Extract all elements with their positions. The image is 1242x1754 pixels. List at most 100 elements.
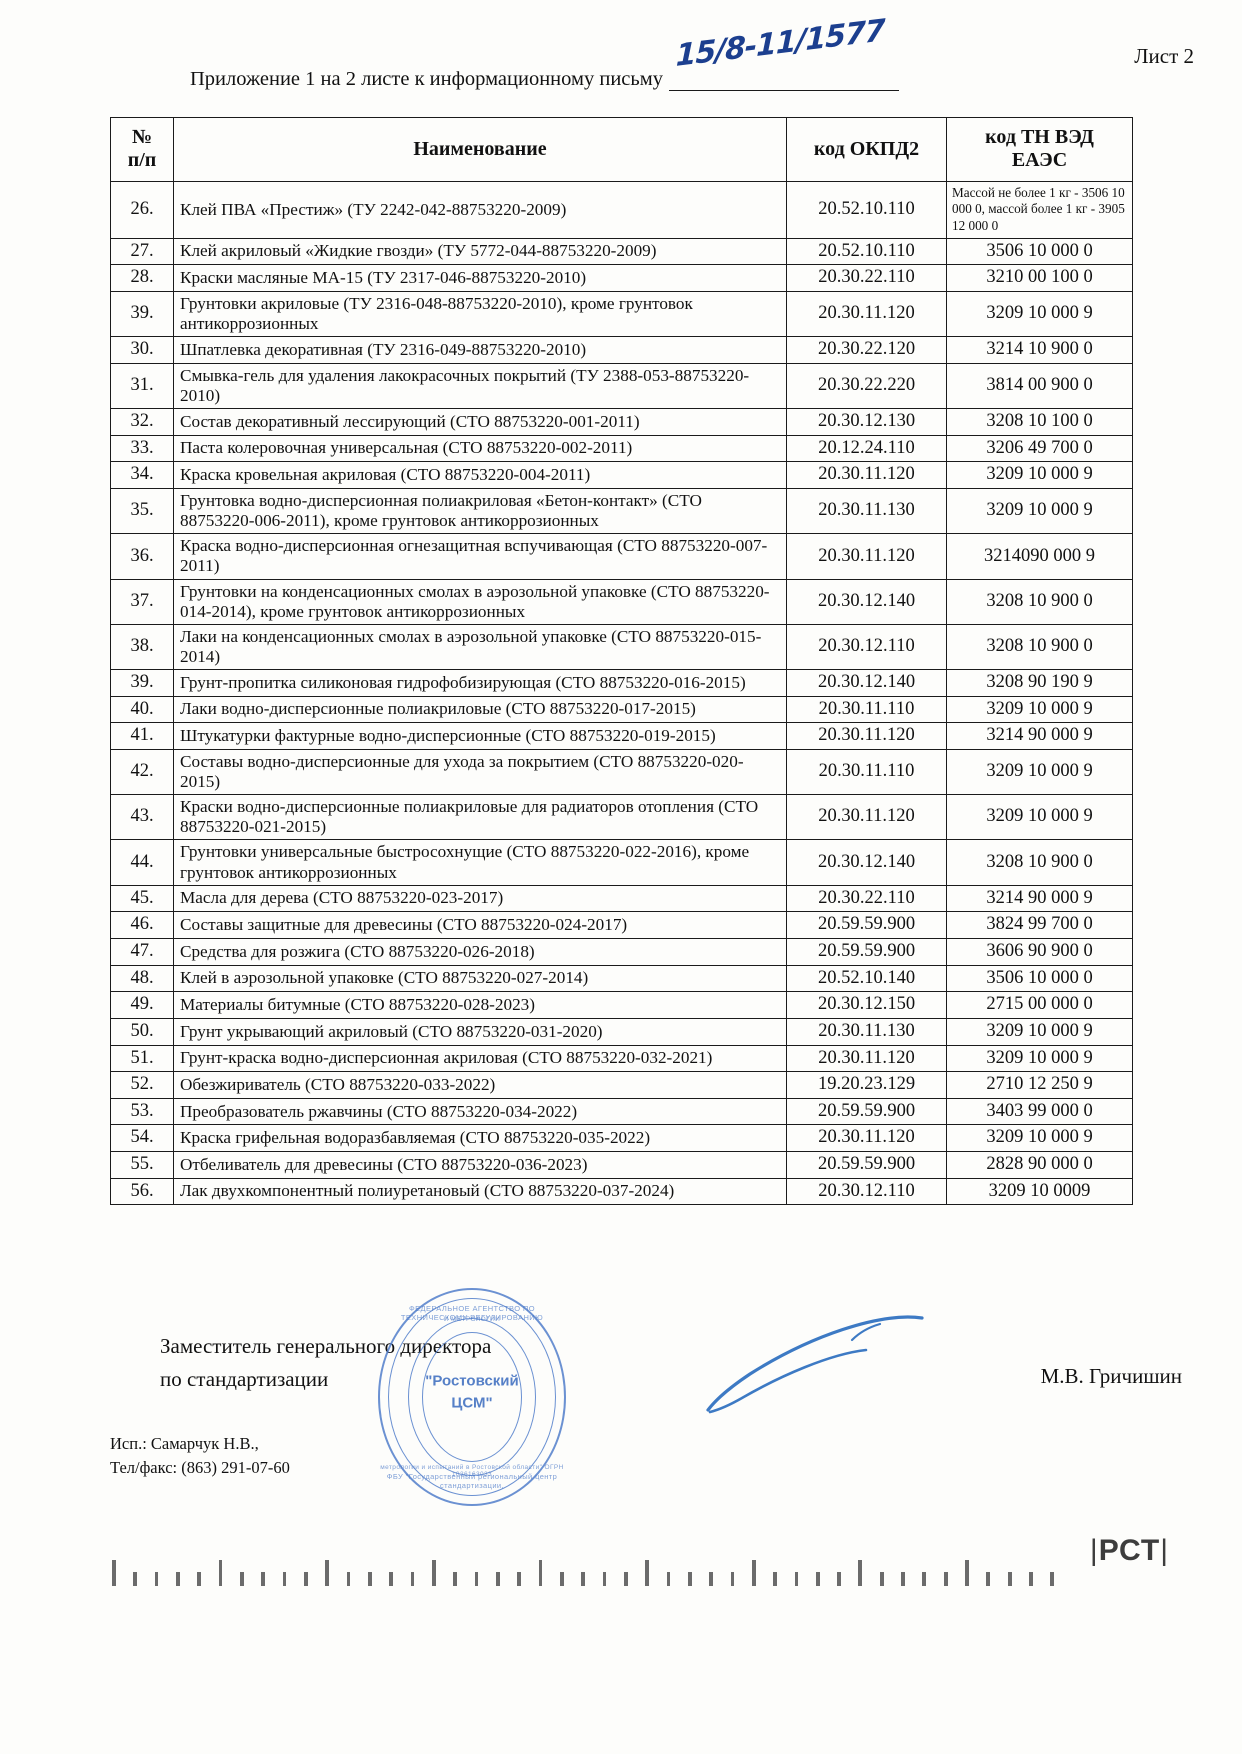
table-row: 43. Краски водно-дисперсионные полиакрило…: [110, 794, 1133, 841]
cell-number: 37.: [110, 578, 174, 625]
cell-tnved-code: 3209 10 0009: [946, 1177, 1133, 1206]
cell-okpd2-code: 20.30.12.150: [786, 991, 947, 1019]
ruler-tick: [175, 1572, 180, 1586]
signature-position-line1: Заместитель генерального директора: [160, 1334, 492, 1358]
cell-product-name: Смывка-гель для удаления лакокрасочных п…: [173, 362, 787, 410]
table-row: 33. Паста колеровочная универсальная (СТО…: [110, 434, 1133, 463]
handwritten-signature: [706, 1315, 924, 1414]
table-row: 26. Клей ПВА «Престиж» (ТУ 2242-042-88753…: [110, 180, 1133, 239]
table-row: 40. Лаки водно-дисперсионные полиакриловы…: [110, 695, 1133, 724]
cell-number: 53.: [110, 1097, 174, 1126]
cell-number: 55.: [110, 1151, 174, 1179]
ruler-tick: [815, 1572, 820, 1586]
table-row: 55. Отбеливатель для древесины (СТО 88753…: [110, 1151, 1133, 1179]
table-row: 38. Лаки на конденсационных смолах в аэро…: [110, 623, 1133, 671]
ruler-tick: [133, 1572, 138, 1586]
table-row: 52. Обезжириватель (СТО 88753220-033-2022…: [110, 1071, 1133, 1099]
table-row: 46. Составы защитные для древесины (СТО 8…: [110, 911, 1133, 939]
cell-number: 27.: [110, 237, 174, 266]
cell-tnved-code: 3209 10 000 9: [946, 1044, 1133, 1073]
cell-okpd2-code: 20.12.24.110: [786, 434, 947, 463]
cell-tnved-code: 3209 10 000 9: [946, 748, 1133, 796]
cell-tnved-code: 3209 10 000 9: [946, 487, 1133, 535]
ruler-tick: [410, 1572, 415, 1586]
stamp-arc-top: ФЕДЕРАЛЬНОЕ АГЕНТСТВО ПО ТЕХНИЧЕСКОМУ РЕ…: [400, 1304, 544, 1322]
ruler-tick: [1029, 1572, 1033, 1586]
ruler-tick: [837, 1572, 841, 1586]
cell-number: 50.: [110, 1017, 174, 1046]
signer-name: М.В. Гричишин: [1040, 1364, 1182, 1388]
column-header-okpd2: код ОКПД2: [786, 117, 947, 182]
ruler-tick: [239, 1572, 244, 1586]
cell-tnved-code: 3814 00 900 0: [946, 362, 1133, 410]
ruler-tick: [453, 1572, 458, 1586]
cell-product-name: Преобразователь ржавчины (СТО 88753220-0…: [173, 1097, 787, 1126]
cell-product-name: Масла для дерева (СТО 88753220-023-2017): [173, 884, 787, 913]
table-row: 53. Преобразователь ржавчины (СТО 8875322…: [110, 1097, 1133, 1126]
table-row: 30. Шпатлевка декоративная (ТУ 2316-049-8…: [110, 336, 1133, 364]
cell-number: 40.: [110, 695, 174, 724]
sheet-number: Лист 2: [1134, 44, 1194, 68]
cell-okpd2-code: 20.30.11.110: [786, 748, 947, 796]
ruler-tick: [197, 1572, 202, 1586]
cell-product-name: Клей в аэрозольной упаковке (СТО 8875322…: [173, 964, 787, 993]
table-row: 54. Краска грифельная водоразбавляемая (С…: [110, 1124, 1133, 1153]
cell-number: 39.: [110, 669, 174, 697]
cell-product-name: Клей акриловый «Жидкие гвозди» (ТУ 5772-…: [173, 237, 787, 266]
cell-product-name: Составы водно-дисперсионные для ухода за…: [173, 748, 787, 796]
table-body: 26. Клей ПВА «Престиж» (ТУ 2242-042-88753…: [110, 180, 1133, 1206]
cell-okpd2-code: 20.52.10.110: [786, 237, 947, 266]
cell-tnved-code: 3506 10 000 0: [946, 964, 1133, 993]
cell-tnved-code: 3209 10 000 9: [946, 695, 1133, 724]
cell-number: 41.: [110, 722, 174, 750]
rst-certification-mark: |РСТ|: [1089, 1534, 1169, 1567]
cell-product-name: Составы защитные для древесины (СТО 8875…: [173, 911, 787, 939]
ruler-tick: [581, 1572, 586, 1586]
cell-tnved-code: 3506 10 000 0: [946, 237, 1133, 266]
cell-product-name: Обезжириватель (СТО 88753220-033-2022): [173, 1071, 787, 1099]
cell-product-name: Лаки водно-дисперсионные полиакриловые (…: [173, 695, 787, 724]
cell-okpd2-code: 20.30.12.110: [786, 1177, 947, 1206]
cell-okpd2-code: 20.30.12.130: [786, 408, 947, 436]
ruler-tick: [303, 1572, 308, 1586]
table-row: 39. Грунтовки акриловые (ТУ 2316-048-8875…: [110, 290, 1133, 338]
ruler-tick: [367, 1572, 372, 1586]
table-row: 49. Материалы битумные (СТО 88753220-028-…: [110, 991, 1133, 1019]
table-row: 42. Составы водно-дисперсионные для ухода…: [110, 748, 1133, 796]
cell-product-name: Состав декоративный лессирующий (СТО 887…: [173, 408, 787, 436]
official-round-stamp: ФЕДЕРАЛЬНОЕ АГЕНТСТВО ПО ТЕХНИЧЕСКОМУ РЕ…: [378, 1288, 566, 1506]
cell-okpd2-code: 20.30.11.130: [786, 1017, 947, 1046]
ruler-tick: [965, 1560, 969, 1586]
ruler-tick: [474, 1572, 479, 1586]
cell-number: 51.: [110, 1044, 174, 1073]
ruler-tick: [602, 1572, 607, 1586]
cell-number: 49.: [110, 991, 174, 1019]
ruler-tick: [1050, 1572, 1055, 1586]
cell-okpd2-code: 20.30.11.120: [786, 461, 947, 489]
cell-okpd2-code: 20.30.12.140: [786, 578, 947, 625]
cell-tnved-code: 3210 00 100 0: [946, 264, 1133, 292]
ruler-tick: [730, 1572, 735, 1586]
cell-number: 31.: [110, 362, 174, 410]
handwritten-document-number: 15/8-11/1577: [675, 13, 885, 74]
cell-tnved-code: 3209 10 000 9: [946, 1124, 1133, 1153]
table-row: 27. Клей акриловый «Жидкие гвозди» (ТУ 57…: [110, 237, 1133, 266]
cell-number: 38.: [110, 623, 174, 671]
cell-tnved-code: 3209 10 000 9: [946, 794, 1133, 841]
ruler-tick: [495, 1572, 500, 1586]
table-row: 35. Грунтовка водно-дисперсионная полиакр…: [110, 487, 1133, 535]
table-row: 44. Грунтовки универсальные быстросохнущи…: [110, 839, 1133, 886]
ruler-tick: [623, 1572, 628, 1586]
cell-okpd2-code: 20.59.59.900: [786, 937, 947, 966]
cell-tnved-code: 3206 49 700 0: [946, 434, 1133, 463]
cell-tnved-code: 3606 90 900 0: [946, 937, 1133, 966]
cell-tnved-code: 3214090 000 9: [946, 533, 1133, 580]
cell-tnved-code: 3208 10 900 0: [946, 623, 1133, 671]
ruler-tick: [858, 1560, 863, 1586]
column-header-name: Наименование: [173, 117, 787, 182]
stamp-arc-bottom2: метрологии и испытаний в Ростовской обла…: [380, 1464, 564, 1478]
table-header-row: № п/п Наименование код ОКПД2 код ТН ВЭД …: [110, 117, 1133, 182]
signature-position: Заместитель генерального директора по ст…: [160, 1330, 491, 1395]
cell-okpd2-code: 20.59.59.900: [786, 1151, 947, 1179]
